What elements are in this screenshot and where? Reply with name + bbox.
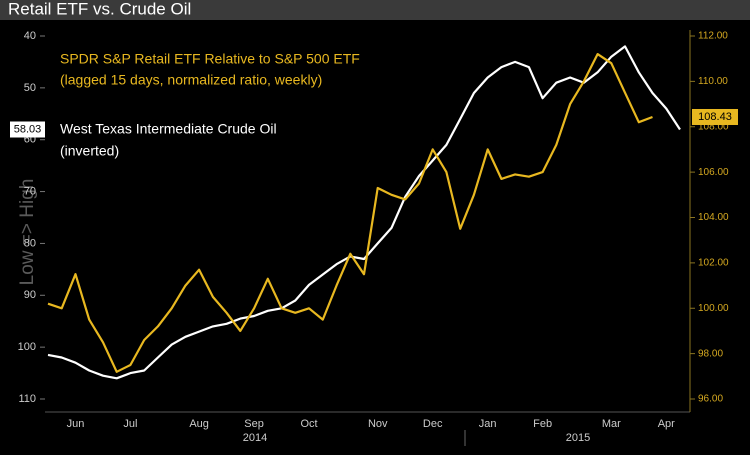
x-tick-label: Jul	[123, 418, 137, 430]
year-label: 2014	[243, 432, 267, 444]
y-tick-label: 40	[24, 30, 36, 42]
y-tick-label: 70	[24, 185, 36, 197]
year-label: 2015	[566, 432, 590, 444]
last-value-tag	[10, 121, 45, 138]
y2-tick-label: 108.00	[698, 121, 729, 132]
x-tick-label: Feb	[533, 418, 552, 430]
x-tick-label: Dec	[423, 418, 443, 430]
y-tick-label: 100	[18, 341, 36, 353]
x-tick-label: Oct	[300, 418, 317, 430]
legend-entry: SPDR S&P Retail ETF Relative to S&P 500 …	[60, 51, 360, 67]
y-tick-label: 50	[24, 82, 36, 94]
x-tick-label: Aug	[189, 418, 209, 430]
y-tick-label: 110	[18, 393, 36, 405]
last-value-tag	[692, 108, 738, 125]
y2-tick-label: 102.00	[698, 258, 729, 269]
y2-tick-label: 96.00	[698, 394, 723, 405]
title-bar	[0, 0, 750, 20]
series-line	[47, 53, 653, 373]
chart-title: Retail ETF vs. Crude Oil	[8, 0, 191, 18]
legend-note: (lagged 15 days, normalized ratio, weekl…	[60, 72, 322, 88]
y-tick-label: 80	[24, 237, 36, 249]
last-value-label: 58.03	[14, 123, 42, 135]
y2-tick-label: 100.00	[698, 303, 729, 314]
y2-tick-label: 112.00	[698, 31, 728, 42]
y-tick-label: 90	[24, 289, 36, 301]
y2-tick-label: 98.00	[698, 348, 723, 359]
y-axis-label: Low => High	[17, 179, 38, 286]
x-tick-label: Nov	[368, 418, 388, 430]
legend-note: (inverted)	[60, 143, 119, 159]
y2-tick-label: 110.00	[698, 76, 728, 87]
x-tick-label: Apr	[658, 418, 675, 430]
last-value-label: 108.43	[698, 111, 732, 123]
x-tick-label: Sep	[244, 418, 264, 430]
x-tick-label: Mar	[602, 418, 621, 430]
x-tick-label: Jun	[67, 418, 85, 430]
legend-entry: West Texas Intermediate Crude Oil	[60, 121, 277, 137]
y2-tick-label: 104.00	[698, 212, 729, 223]
series-line	[47, 45, 681, 380]
x-tick-label: Jan	[479, 418, 497, 430]
y2-tick-label: 106.00	[698, 167, 729, 178]
